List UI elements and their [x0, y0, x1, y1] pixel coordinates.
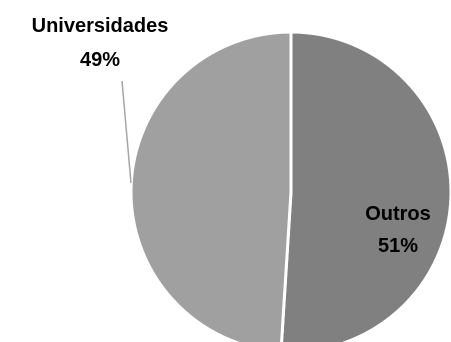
pie-slice-outros — [280, 30, 451, 342]
slice-label-outros: Outros — [365, 203, 431, 225]
slice-value-universidades: 49% — [80, 49, 120, 71]
leader-line-universidades — [121, 80, 132, 184]
pie-slice-universidades — [129, 30, 293, 342]
slice-value-outros: 51% — [378, 235, 418, 257]
pie-slices — [129, 30, 451, 342]
slice-label-universidades: Universidades — [32, 15, 169, 37]
